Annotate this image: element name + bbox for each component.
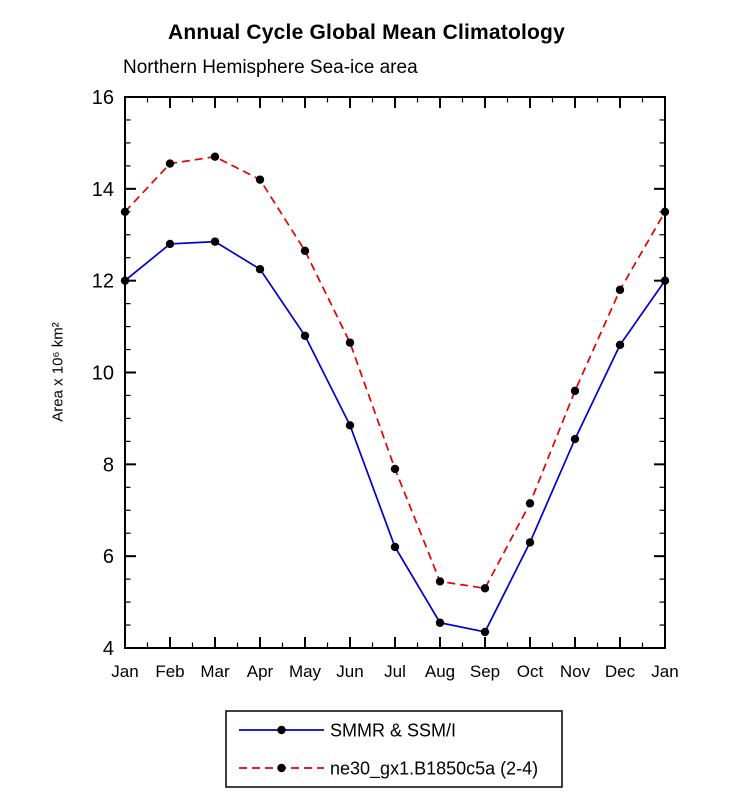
series-marker — [165, 239, 175, 249]
legend-label: SMMR & SSM/I — [330, 721, 456, 741]
y-axis: 4 6 8 10 12 14 16 — [92, 87, 665, 660]
legend-box — [225, 710, 563, 788]
series-marker — [165, 159, 175, 168]
series-marker — [480, 627, 490, 637]
series-marker — [435, 577, 445, 586]
legend-label: ne30_gx1.B1850c5a (2-4) — [330, 759, 538, 780]
series-marker — [390, 464, 400, 474]
series-marker — [660, 207, 670, 216]
x-tick-label: Mar — [200, 662, 230, 681]
series-marker — [570, 434, 580, 444]
x-tick-label: Nov — [560, 662, 591, 681]
series-marker — [435, 618, 445, 627]
series-marker — [345, 421, 355, 430]
legend-marker — [277, 725, 286, 735]
series-line-0 — [124, 240, 666, 633]
series-marker — [255, 175, 265, 184]
series-marker — [615, 285, 625, 295]
x-tick-label: Oct — [517, 662, 544, 681]
legend: SMMR & SSM/I ne30_gx1.B1850c5a (2-4) — [225, 710, 563, 788]
x-tick-label: Jan — [111, 662, 138, 681]
series-marker — [525, 538, 535, 547]
y-tick-label: 16 — [92, 87, 114, 109]
y-tick-label: 14 — [92, 179, 114, 201]
y-tick-label: 10 — [92, 363, 114, 385]
series-marker — [210, 237, 220, 246]
legend-marker — [277, 763, 286, 773]
chart-subtitle: Northern Hemisphere Sea-ice area — [123, 57, 418, 78]
series-line-1 — [124, 155, 666, 590]
x-tick-label: May — [289, 662, 322, 681]
y-tick-label: 12 — [92, 271, 114, 293]
x-tick-label: Jul — [384, 662, 406, 681]
series-marker — [570, 386, 580, 396]
series-marker — [615, 340, 625, 350]
series-marker — [525, 499, 535, 508]
series-marker — [480, 584, 490, 593]
chart-title: Annual Cycle Global Mean Climatology — [168, 21, 565, 44]
x-tick-label: Sep — [470, 662, 500, 681]
series-marker — [120, 207, 130, 216]
y-tick-label: 4 — [103, 638, 114, 660]
series-marker — [300, 246, 310, 256]
series-marker — [660, 276, 670, 285]
series-marker — [390, 542, 400, 552]
x-tick-label: Jan — [651, 662, 678, 681]
plot: 4 6 8 10 12 14 16 Jan Feb Mar Apr May Jun Jul Aug Sep Oc… — [92, 87, 679, 788]
x-tick-label: Aug — [425, 662, 455, 681]
x-tick-label: Feb — [155, 662, 184, 681]
x-axis: Jan Feb Mar Apr May Jun Jul Aug Sep Oct Nov Dec Jan — [111, 97, 679, 681]
y-tick-label: 6 — [103, 546, 114, 568]
series-marker — [255, 264, 265, 274]
series-marker — [210, 152, 220, 161]
series-marker — [300, 331, 310, 340]
series-marker — [345, 338, 355, 347]
x-tick-label: Apr — [247, 662, 274, 681]
y-tick-label: 8 — [103, 454, 114, 476]
series-marker — [120, 276, 130, 285]
x-tick-label: Jun — [336, 662, 363, 681]
x-tick-label: Dec — [605, 662, 636, 681]
